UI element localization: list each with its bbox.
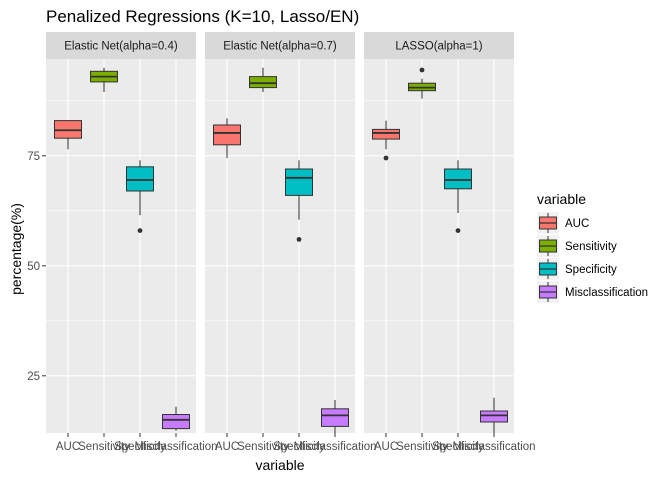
panel-background: [205, 59, 355, 433]
x-tick-label: Sensitivity: [78, 441, 130, 453]
box-body: [249, 76, 277, 89]
legend-label: Specificity: [565, 264, 617, 276]
legend-item: Specificity: [537, 258, 617, 280]
x-tick-label: Sensitivity: [237, 441, 289, 453]
outlier-point: [455, 228, 461, 234]
y-tick-label: 25: [27, 371, 40, 383]
x-tick-label: Specificity: [114, 441, 166, 453]
box-specificity: [285, 160, 313, 242]
box-sensitivity: [408, 67, 436, 99]
box-auc: [54, 120, 82, 150]
outlier-point: [419, 67, 425, 73]
box-specificity: [444, 160, 472, 234]
box-body: [444, 168, 472, 190]
legend-title: variable: [537, 191, 586, 207]
facet-panel: LASSO(alpha=1) AUCSensitivitySpecificityM…: [364, 32, 536, 453]
facet-panel: Elastic Net(alpha=0.4) AUCSensitivitySpec…: [46, 32, 218, 453]
x-tick-label: AUC: [374, 441, 398, 453]
y-tick-label: 75: [27, 151, 40, 163]
facet-strip: [364, 32, 514, 59]
legend-item: Misclassification: [537, 281, 648, 303]
legend-label: Sensitivity: [565, 241, 617, 253]
legend-item: Sensitivity: [537, 235, 617, 257]
legend: variable AUC Sensitivity Specificity Miscla…: [537, 191, 648, 303]
legend-label: Misclassification: [565, 287, 648, 299]
box-sensitivity: [90, 67, 118, 92]
x-tick-label: AUC: [56, 441, 80, 453]
facet-strip-label: Elastic Net(alpha=0.4): [64, 41, 178, 53]
facet-strip: [205, 32, 355, 59]
facet-panels: Elastic Net(alpha=0.4)AUCSensitivitySpec…: [46, 32, 536, 453]
x-tick-label: Specificity: [273, 441, 325, 453]
x-tick-label: Sensitivity: [396, 441, 448, 453]
box-body: [321, 408, 349, 427]
box-body: [372, 128, 400, 140]
y-axis: 25 50 75: [27, 151, 46, 383]
x-tick-label: Misclassification: [134, 441, 217, 453]
x-tick-label: Specificity: [432, 441, 484, 453]
outlier-point: [296, 237, 302, 242]
box-misclassification: [162, 406, 190, 431]
box-sensitivity: [249, 67, 277, 92]
legend-label: AUC: [565, 218, 589, 230]
facet-strip-label: LASSO(alpha=1): [395, 41, 482, 53]
x-tick-label: AUC: [215, 441, 239, 453]
facet-strip-label: Elastic Net(alpha=0.7): [223, 41, 337, 53]
outlier-point: [137, 228, 143, 234]
outlier-point: [383, 155, 389, 161]
facet-strip: [46, 32, 196, 59]
box-auc: [213, 118, 241, 158]
y-tick-label: 50: [27, 261, 40, 273]
x-axis-title: variable: [255, 457, 304, 473]
box-body: [285, 168, 313, 196]
box-body: [213, 124, 241, 146]
chart-title: Penalized Regressions (K=10, Lasso/EN): [46, 7, 359, 26]
y-axis-title: percentage(%): [8, 203, 24, 295]
legend-item: AUC: [537, 212, 589, 234]
box-auc: [372, 120, 400, 161]
x-tick-label: Misclassification: [293, 441, 376, 453]
box-specificity: [126, 160, 154, 234]
box-misclassification: [480, 397, 508, 433]
facet-panel: Elastic Net(alpha=0.7) AUCSensitivitySpec…: [205, 32, 377, 453]
box-body: [162, 414, 190, 430]
box-misclassification: [321, 400, 349, 433]
box-body: [126, 166, 154, 192]
box-body: [480, 410, 508, 423]
panel-background: [364, 59, 514, 433]
x-tick-label: Misclassification: [452, 441, 535, 453]
